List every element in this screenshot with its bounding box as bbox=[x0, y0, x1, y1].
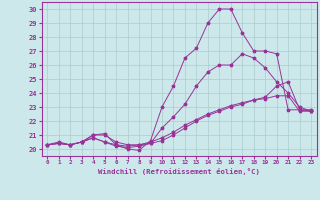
X-axis label: Windchill (Refroidissement éolien,°C): Windchill (Refroidissement éolien,°C) bbox=[98, 168, 260, 175]
